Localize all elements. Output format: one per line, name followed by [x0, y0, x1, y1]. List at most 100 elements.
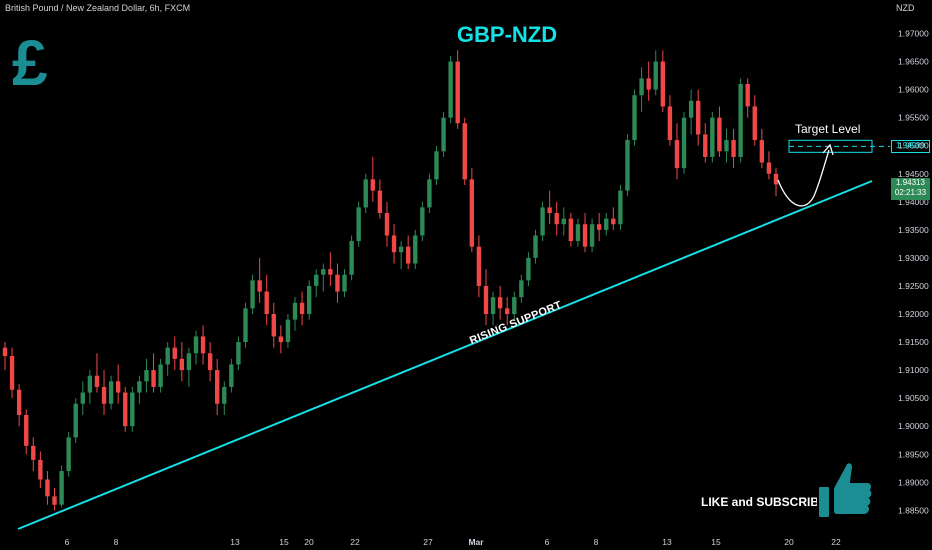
candle-body	[674, 140, 680, 169]
candle-body	[73, 403, 78, 438]
rising-support-line[interactable]	[17, 180, 873, 530]
candle-body	[52, 496, 57, 505]
candle-body	[271, 314, 276, 337]
candle-body	[448, 61, 453, 118]
candle-body	[328, 269, 333, 275]
x-tick-label: 13	[662, 537, 672, 547]
candle-body	[469, 179, 475, 247]
thumbs-up-icon[interactable]	[815, 458, 875, 522]
candle-body	[356, 207, 361, 242]
candle-body	[16, 389, 22, 415]
target-price-tag: 1.94989	[891, 140, 930, 153]
candle-body	[101, 386, 107, 404]
candle-body	[292, 302, 298, 320]
candle-body	[94, 375, 100, 387]
projection-curve	[777, 149, 830, 207]
y-tick-label: 1.94000	[898, 197, 929, 207]
candle-body	[349, 241, 354, 275]
candle-body	[667, 106, 673, 141]
candle-body	[123, 392, 128, 427]
candle-body	[455, 61, 460, 124]
x-tick-label: 15	[279, 537, 289, 547]
candle-body	[519, 280, 524, 298]
candle-body	[370, 179, 376, 191]
pound-logo-icon: £	[12, 27, 48, 99]
candle-body	[165, 347, 170, 365]
candle-body	[596, 224, 602, 230]
candle-body	[2, 347, 8, 357]
candle-body	[695, 100, 701, 135]
current-price-value: 1.94313	[896, 178, 925, 187]
candle-body	[505, 308, 510, 314]
candle-body	[215, 370, 220, 404]
candle-body	[611, 218, 616, 225]
candle-body	[31, 445, 36, 460]
target-level-group[interactable]	[788, 139, 890, 153]
candle-body	[179, 358, 185, 371]
x-tick-label: 20	[784, 537, 794, 547]
candle-body	[462, 123, 467, 180]
y-tick-label: 1.97000	[898, 29, 929, 39]
projection-arrow	[777, 143, 834, 207]
candle-body	[377, 190, 383, 214]
like-subscribe-text: LIKE and SUBSCRIBE	[701, 495, 828, 509]
candle-body	[512, 297, 517, 314]
bar-countdown: 02:21:33	[894, 188, 927, 197]
candle-body	[731, 140, 736, 157]
candle-body	[243, 308, 248, 343]
candle-body	[625, 140, 630, 191]
candle-body	[384, 213, 390, 236]
y-tick-label: 1.93000	[898, 253, 929, 263]
y-tick-label: 1.95000	[898, 141, 929, 151]
candle-body	[363, 179, 368, 208]
candle-body	[222, 386, 227, 404]
y-axis: 1.97000 1.96500 1.96000 1.95500 1.95000 1.945…	[898, 29, 929, 516]
candle-body	[306, 285, 312, 314]
candle-body	[207, 353, 213, 371]
candle-body	[476, 246, 482, 286]
candle-body	[264, 291, 269, 314]
candle-body	[483, 285, 489, 314]
candle-body	[568, 218, 574, 242]
candlestick-series	[2, 50, 779, 511]
candle-body	[335, 274, 340, 292]
candle-body	[80, 392, 86, 404]
symbol-header: British Pound / New Zealand Dollar, 6h, …	[5, 3, 191, 13]
candle-body	[533, 235, 538, 258]
candle-body	[342, 274, 347, 292]
x-tick-label: 20	[304, 537, 314, 547]
candle-body	[278, 336, 284, 343]
candle-body	[547, 207, 552, 214]
candle-body	[398, 246, 404, 253]
candle-body	[314, 274, 319, 286]
y-tick-label: 1.90000	[898, 421, 929, 431]
x-tick-label: Mar	[468, 537, 484, 547]
candle-body	[575, 224, 581, 242]
candle-body	[87, 375, 93, 393]
candle-body	[38, 459, 43, 480]
candle-body	[285, 319, 291, 343]
x-tick-label: 8	[114, 537, 119, 547]
candle-body	[24, 414, 29, 446]
candle-body	[766, 162, 772, 174]
candle-body	[660, 61, 666, 107]
candle-body	[540, 207, 545, 236]
x-tick-label: 15	[711, 537, 721, 547]
candle-body	[561, 218, 566, 225]
arrow-head-icon	[822, 143, 834, 156]
candle-body	[582, 224, 588, 247]
candle-body	[151, 370, 156, 387]
candle-body	[724, 140, 729, 152]
candle-body	[66, 437, 71, 472]
candle-body	[752, 106, 757, 141]
candle-body	[137, 381, 142, 393]
target-level-label: Target Level	[795, 122, 861, 136]
candle-body	[186, 353, 192, 371]
candle-body	[688, 100, 694, 118]
candle-body	[391, 235, 397, 253]
candle-body	[604, 218, 609, 230]
candle-body	[405, 246, 411, 264]
candle-body	[497, 297, 503, 309]
candle-body	[710, 117, 715, 157]
